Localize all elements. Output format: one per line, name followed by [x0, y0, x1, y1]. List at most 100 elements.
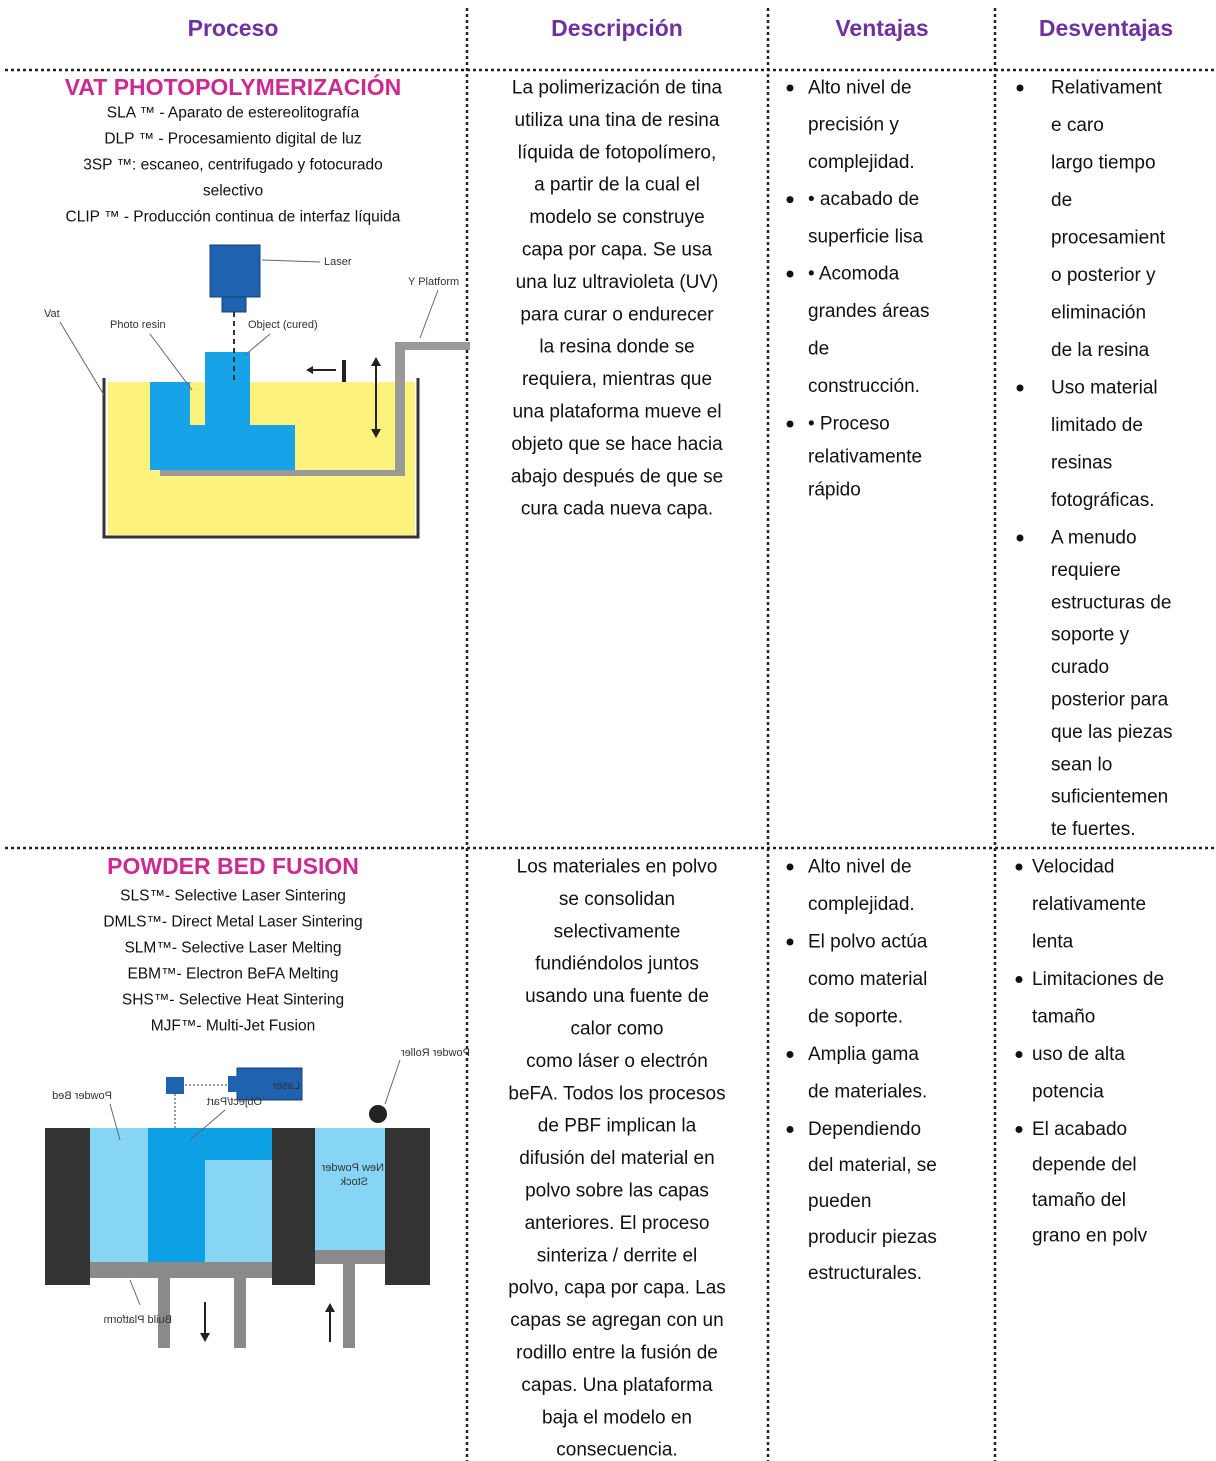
advantages-line: • Acomoda	[808, 264, 900, 285]
description-line: requiera, mientras que	[522, 369, 712, 390]
bullet	[1016, 384, 1024, 392]
advantages-line: del material, se	[808, 1155, 937, 1176]
advantages-line: Alto nivel de	[808, 857, 912, 878]
disadvantages-line: sean lo	[1051, 754, 1112, 775]
disadvantages-line: depende del	[1032, 1155, 1137, 1176]
description-line: calor como	[571, 1019, 664, 1040]
wall	[385, 1128, 430, 1285]
description-line: cura cada nueva capa.	[521, 499, 713, 520]
leader	[419, 289, 439, 339]
object	[150, 352, 295, 470]
disadvantages-line: de	[1051, 190, 1072, 211]
bullet	[786, 420, 794, 428]
description-line: selectivamente	[554, 921, 681, 942]
process-line: CLIP ™ - Producción continua de interfaz…	[66, 209, 401, 226]
advantages-line: de soporte.	[808, 1007, 903, 1028]
description-line: fundiéndolos juntos	[535, 954, 699, 975]
bullet	[786, 196, 794, 204]
description-line: modelo se construye	[529, 207, 704, 228]
disadvantages-line: e caro	[1051, 115, 1104, 136]
diagram-label: Powder Bed	[52, 1090, 112, 1102]
bullet	[1015, 976, 1023, 983]
description-line: utiliza una tina de resina	[515, 110, 720, 131]
description-line: sinteriza / derrite el	[537, 1245, 698, 1266]
disadvantages-line: estructuras de	[1051, 592, 1171, 613]
advantages-line: estructurales.	[808, 1263, 922, 1284]
arrow	[371, 357, 381, 438]
arrow	[325, 1303, 335, 1312]
process-line: SHS™- Selective Heat Sintering	[122, 992, 344, 1009]
disadvantages-line: El acabado	[1032, 1119, 1127, 1140]
leader	[59, 321, 105, 396]
description-line: polvo sobre las capas	[525, 1181, 709, 1202]
description-line: como láser o electrón	[526, 1051, 708, 1072]
disadvantages-line: soporte y	[1051, 625, 1130, 646]
bullet	[786, 270, 794, 278]
description-line: para curar o endurecer	[520, 304, 714, 325]
disadvantages-line: Limitaciones de	[1032, 969, 1164, 990]
process-title: POWDER BED FUSION	[107, 853, 359, 879]
leader	[109, 1103, 121, 1141]
advantages-line: de materiales.	[808, 1082, 927, 1103]
column-header: Proceso	[188, 15, 279, 41]
description-line: objeto que se hace hacia	[511, 434, 723, 455]
description-line: capas. Una plataforma	[521, 1375, 713, 1396]
description-line: capas se agregan con un	[510, 1310, 723, 1331]
leader	[244, 333, 271, 356]
process-line: DMLS™- Direct Metal Laser Sintering	[103, 914, 362, 931]
process-line: EBM™- Electron BeFA Melting	[127, 966, 338, 983]
diagram-label: Object (cured)	[248, 319, 318, 331]
description-line: anteriores. El proceso	[525, 1213, 710, 1234]
bullet	[786, 1126, 794, 1133]
diagram-label: Object/Part	[207, 1096, 262, 1108]
laser	[221, 296, 247, 313]
description-line: polvo, capa por capa. Las	[508, 1278, 726, 1299]
leader	[189, 1109, 226, 1141]
process-line: SLS™- Selective Laser Sintering	[120, 888, 346, 905]
process-line: 3SP ™: escaneo, centrifugado y fotocurad…	[83, 157, 383, 174]
description-line: La polimerización de tina	[512, 78, 723, 99]
advantages-line: complejidad.	[808, 894, 915, 915]
diagram-label: Y Platform	[408, 276, 459, 288]
description-line: consecuencia.	[556, 1440, 677, 1461]
platform	[160, 470, 405, 476]
description-line: abajo después de que se	[511, 466, 723, 487]
advantages-line: precisión y	[808, 115, 899, 136]
laser	[228, 1076, 238, 1092]
bullet	[786, 84, 794, 92]
advantages-line: Alto nivel de	[808, 78, 912, 99]
advantages-line: de	[808, 339, 829, 360]
disadvantages-line: procesamient	[1051, 228, 1166, 249]
column-header: Desventajas	[1039, 15, 1173, 41]
process-title: VAT PHOTOPOLYMERIZACIÓN	[65, 73, 402, 100]
bullet	[786, 1051, 794, 1058]
description-line: capa por capa. Se usa	[522, 240, 713, 261]
advantages-line: grandes áreas	[808, 301, 929, 322]
bullet	[1015, 1051, 1023, 1058]
vat-wall	[102, 378, 420, 539]
roller	[369, 1105, 387, 1123]
disadvantages-line: tamaño del	[1032, 1190, 1126, 1211]
description-line: a partir de la cual el	[534, 175, 700, 196]
advantages-line: complejidad.	[808, 152, 915, 173]
wall	[45, 1128, 90, 1285]
bullet	[786, 938, 794, 946]
process-line: selectivo	[203, 183, 263, 200]
pbf-diagram: Laser Powder Roller Powder Bed Object/Pa…	[45, 1047, 470, 1348]
disadvantages-line: posterior para	[1051, 690, 1169, 711]
disadvantages-line: o posterior y	[1051, 265, 1156, 286]
disadvantages-line: limitado de	[1051, 415, 1143, 436]
leader	[129, 1279, 141, 1306]
disadvantages-line: lenta	[1032, 932, 1074, 953]
post	[234, 1278, 246, 1348]
column-header: Ventajas	[835, 15, 928, 41]
advantages-line: rápido	[808, 480, 861, 501]
description-line: una luz ultravioleta (UV)	[516, 272, 719, 293]
bullet	[786, 863, 794, 871]
process-line: DLP ™ - Procesamiento digital de luz	[104, 131, 361, 148]
disadvantages-line: te fuertes.	[1051, 819, 1136, 840]
disadvantages-line: largo tiempo	[1051, 153, 1156, 174]
arrow	[306, 366, 313, 374]
